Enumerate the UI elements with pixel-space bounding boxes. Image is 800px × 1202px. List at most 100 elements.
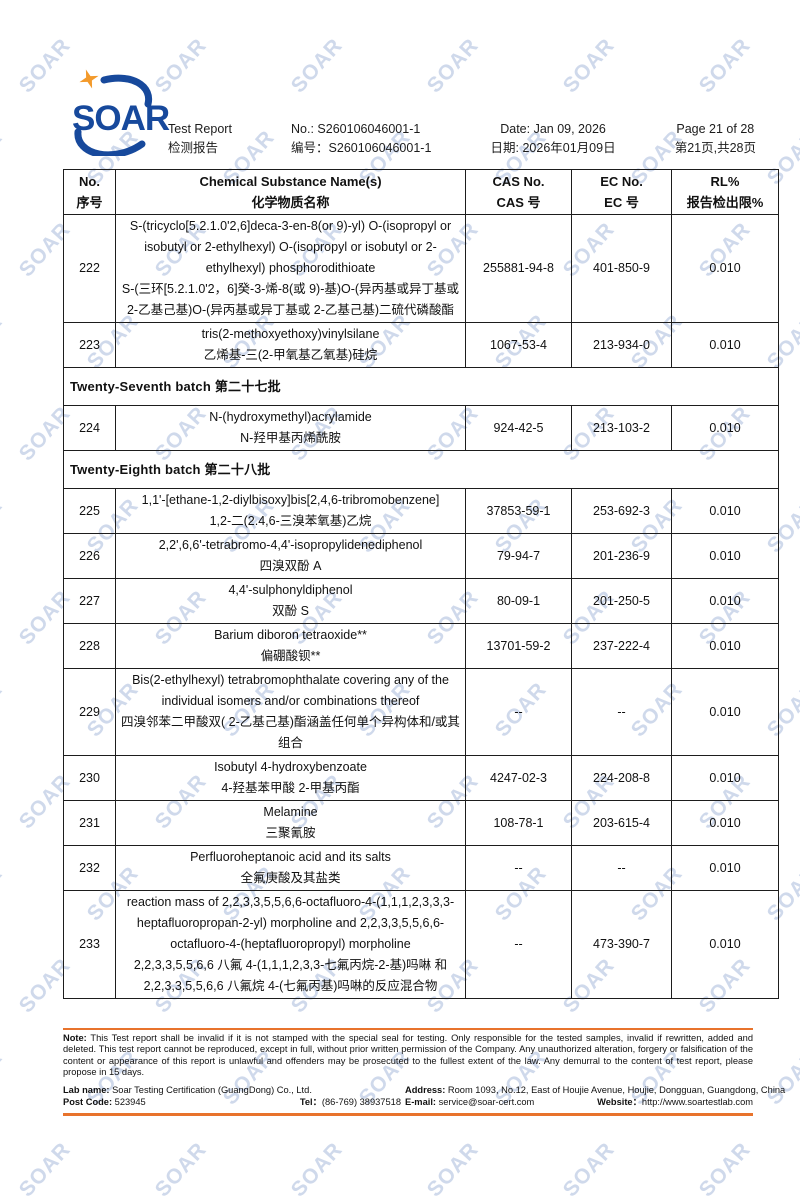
- substance-row: 222 S-(tricyclo[5.2.1.0'2,6]deca-3-en-8(o…: [63, 214, 779, 323]
- substance-name-zh: 4-羟基苯甲酸 2-甲基丙酯: [221, 781, 360, 795]
- soar-logo: SOAR: [72, 68, 190, 159]
- note-text: This Test report shall be invalid if it …: [63, 1033, 753, 1078]
- cell-no: 228: [63, 623, 116, 669]
- email-value[interactable]: service@soar-cert.com: [436, 1097, 535, 1108]
- cell-ec: --: [571, 668, 672, 756]
- email-website-line: E-mail: service@soar-cert.com Website：ht…: [405, 1096, 753, 1109]
- test-report-page: SOAR Test Report 检测报告 No.: S260106046001…: [63, 68, 785, 1116]
- cell-no: 232: [63, 845, 116, 891]
- column-header: Chemical Substance Name(s) 化学物质名称: [115, 169, 466, 215]
- substance-name-en: S-(tricyclo[5.2.1.0'2,6]deca-3-en-8(or 9…: [129, 219, 452, 275]
- address-value: Room 1093, No.12, East of Houjie Avenue,…: [445, 1084, 786, 1095]
- batch-row: Twenty-Eighth batch 第二十八批: [63, 450, 779, 489]
- substance-name-en: Isobutyl 4-hydroxybenzoate: [214, 760, 367, 774]
- substance-name-zh: 全氟庚酸及其盐类: [240, 871, 341, 885]
- cell-cas: 80-09-1: [465, 578, 572, 624]
- substances-table-body: 222 S-(tricyclo[5.2.1.0'2,6]deca-3-en-8(o…: [63, 214, 779, 999]
- footer-contact: Lab name: Soar Testing Certification (Gu…: [63, 1084, 785, 1116]
- watermark-text: SOAR: [14, 1137, 76, 1202]
- substance-name-zh: N-羟甲基丙烯酰胺: [240, 431, 341, 445]
- substance-row: 229 Bis(2-ethylhexyl) tetrabromophthalate…: [63, 668, 779, 756]
- cell-substance-name: N-(hydroxymethyl)acrylamide N-羟甲基丙烯酰胺: [115, 405, 466, 451]
- column-header: EC No. EC 号: [571, 169, 672, 215]
- substance-name-zh: 双酚 S: [272, 604, 309, 618]
- report-title: Test Report 检测报告: [168, 120, 232, 158]
- column-header-en: CAS No.: [492, 174, 545, 189]
- column-header-en: Chemical Substance Name(s): [199, 174, 382, 189]
- cell-rl: 0.010: [671, 322, 779, 368]
- cell-ec: 237-222-4: [571, 623, 672, 669]
- website-value[interactable]: http://www.soartestlab.com: [641, 1097, 753, 1108]
- cell-ec: --: [571, 845, 672, 891]
- substance-name-zh: 2,2,3,3,5,5,6,6 八氟 4-(1,1,1,2,3,3-七氟丙烷-2…: [133, 958, 448, 993]
- page-indicator-en: Page 21 of 28: [676, 122, 755, 136]
- column-header-zh: 化学物质名称: [251, 195, 330, 210]
- substance-name-en: 2,2',6,6'-tetrabromo-4,4'-isopropylidene…: [158, 538, 423, 552]
- cell-ec: 201-236-9: [571, 533, 672, 579]
- substance-row: 231 Melamine 三聚氰胺 108-78-1 203-615-4 0.010: [63, 800, 779, 846]
- substance-row: 224 N-(hydroxymethyl)acrylamide N-羟甲基丙烯酰胺 9…: [63, 405, 779, 451]
- cell-cas: 1067-53-4: [465, 322, 572, 368]
- cell-no: 225: [63, 488, 116, 534]
- cell-no: 230: [63, 755, 116, 801]
- cell-substance-name: tris(2-methoxyethoxy)vinylsilane 乙烯基-三(2-…: [115, 322, 466, 368]
- cell-rl: 0.010: [671, 405, 779, 451]
- substance-name-zh: 偏硼酸钡**: [260, 649, 321, 663]
- report-date: Date: Jan 09, 2026 日期: 2026年01月09日: [491, 120, 616, 158]
- contact-left-column: Lab name: Soar Testing Certification (Gu…: [63, 1084, 401, 1109]
- cell-rl: 0.010: [671, 623, 779, 669]
- lab-name-line: Lab name: Soar Testing Certification (Gu…: [63, 1084, 401, 1097]
- report-number-zh: 编号：S260106046001-1: [291, 141, 432, 155]
- lab-name-value: Soar Testing Certification (GuangDong) C…: [109, 1084, 312, 1095]
- substance-name-en: tris(2-methoxyethoxy)vinylsilane: [201, 327, 380, 341]
- report-date-en: Date: Jan 09, 2026: [500, 122, 606, 136]
- column-header-en: RL%: [710, 174, 740, 189]
- substance-name-zh: 四溴邻苯二甲酸双( 2-乙基己基)酯涵盖任何单个异构体和/或其组合: [121, 715, 460, 750]
- substance-name-en: Bis(2-ethylhexyl) tetrabromophthalate co…: [132, 673, 449, 708]
- cell-rl: 0.010: [671, 800, 779, 846]
- cell-substance-name: Bis(2-ethylhexyl) tetrabromophthalate co…: [115, 668, 466, 756]
- substance-row: 230 Isobutyl 4-hydroxybenzoate 4-羟基苯甲酸 2-甲…: [63, 755, 779, 801]
- logo-wordmark: SOAR: [72, 99, 170, 138]
- cell-no: 231: [63, 800, 116, 846]
- report-title-zh: 检测报告: [168, 141, 219, 155]
- cell-cas: 924-42-5: [465, 405, 572, 451]
- batch-label: Twenty-Seventh batch 第二十七批: [63, 367, 779, 406]
- substance-name-en: 4,4'-sulphonyldiphenol: [228, 583, 353, 597]
- footer-note: Note: This Test report shall be invalid …: [63, 1033, 753, 1079]
- table-header-row: No. 序号 Chemical Substance Name(s) 化学物质名称 CAS…: [63, 169, 779, 215]
- substance-name-zh: 三聚氰胺: [265, 826, 316, 840]
- tel-label: Tel：: [299, 1097, 322, 1108]
- cell-cas: --: [465, 845, 572, 891]
- batch-row: Twenty-Seventh batch 第二十七批: [63, 367, 779, 406]
- substance-row: 227 4,4'-sulphonyldiphenol 双酚 S 80-09-1 201-…: [63, 578, 779, 624]
- watermark-text: SOAR: [286, 1137, 348, 1202]
- report-title-en: Test Report: [168, 122, 232, 136]
- lab-name: Lab name: Soar Testing Certification (Gu…: [63, 1084, 312, 1097]
- cell-no: 227: [63, 578, 116, 624]
- cell-substance-name: Perfluoroheptanoic acid and its salts 全氟庚…: [115, 845, 466, 891]
- cell-rl: 0.010: [671, 578, 779, 624]
- postcode-tel-line: Post Code: 523945 Tel：(86-769) 38937518: [63, 1096, 401, 1109]
- substance-name-zh: S-(三环[5.2.1.0'2，6]癸-3-烯-8(或 9)-基)O-(异丙基或…: [121, 282, 460, 317]
- column-header-zh: CAS 号: [496, 195, 541, 210]
- substance-name-en: Melamine: [263, 805, 318, 819]
- cell-no: 223: [63, 322, 116, 368]
- cell-ec: 401-850-9: [571, 214, 672, 323]
- contact-right-column: Address: Room 1093, No.12, East of Houji…: [405, 1084, 785, 1109]
- substance-name-en: N-(hydroxymethyl)acrylamide: [209, 410, 372, 424]
- cell-rl: 0.010: [671, 533, 779, 579]
- substance-row: 225 1,1'-[ethane-1,2-diylbisoxy]bis[2,4,6…: [63, 488, 779, 534]
- cell-substance-name: 4,4'-sulphonyldiphenol 双酚 S: [115, 578, 466, 624]
- cell-cas: 37853-59-1: [465, 488, 572, 534]
- report-number-en: No.: S260106046001-1: [291, 122, 421, 136]
- cell-cas: 255881-94-8: [465, 214, 572, 323]
- logo-bottom-swoosh: [74, 128, 146, 159]
- report-date-zh: 日期: 2026年01月09日: [490, 141, 616, 155]
- note-label: Note:: [63, 1033, 87, 1043]
- soar-logo-graphic: SOAR: [72, 69, 171, 159]
- substance-name-en: Perfluoroheptanoic acid and its salts: [190, 850, 391, 864]
- cell-rl: 0.010: [671, 845, 779, 891]
- cell-cas: --: [465, 890, 572, 999]
- report-number: No.: S260106046001-1 编号：S260106046001-1: [291, 120, 431, 158]
